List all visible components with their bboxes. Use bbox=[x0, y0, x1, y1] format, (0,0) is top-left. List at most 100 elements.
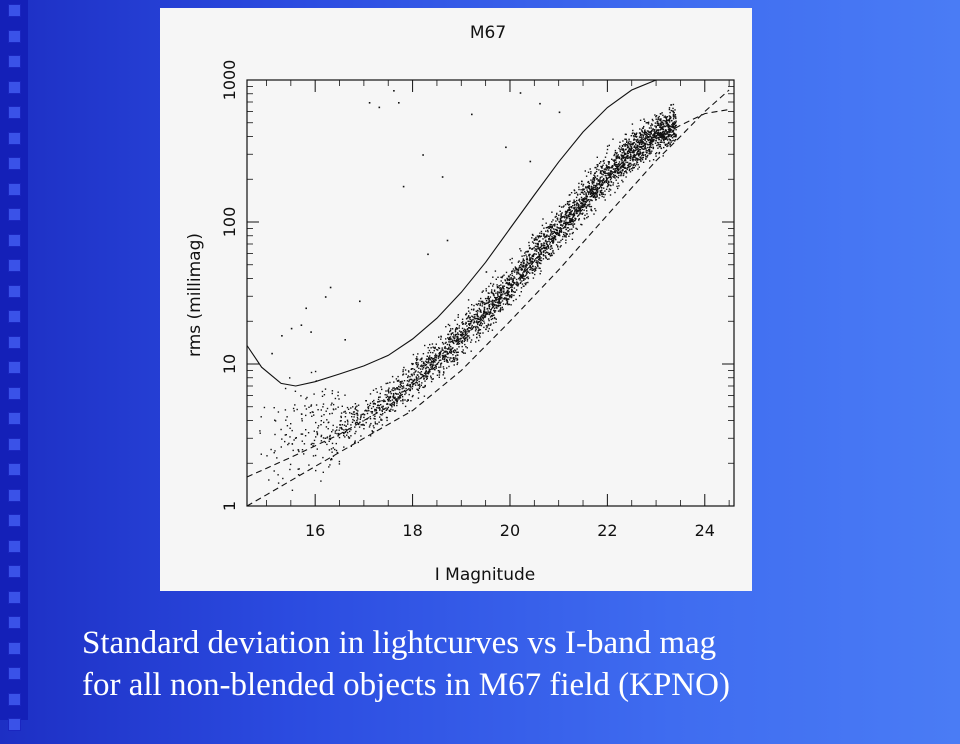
data-point bbox=[476, 320, 478, 322]
data-point bbox=[508, 287, 511, 290]
outlier-point bbox=[281, 335, 283, 337]
data-point bbox=[470, 339, 473, 341]
data-point bbox=[475, 313, 477, 316]
data-point bbox=[592, 187, 594, 190]
data-point bbox=[329, 413, 331, 415]
data-point bbox=[662, 114, 664, 116]
data-point bbox=[650, 144, 652, 146]
data-point bbox=[451, 328, 454, 330]
data-point bbox=[465, 312, 468, 315]
data-point bbox=[508, 294, 510, 296]
data-point bbox=[621, 179, 623, 182]
data-point bbox=[465, 322, 467, 325]
data-point bbox=[571, 214, 573, 216]
data-point bbox=[573, 223, 576, 225]
data-point bbox=[412, 368, 414, 370]
data-point bbox=[662, 126, 665, 128]
data-point bbox=[519, 282, 522, 284]
data-point bbox=[545, 239, 547, 241]
data-point bbox=[547, 247, 550, 249]
data-point bbox=[552, 249, 554, 252]
data-point bbox=[498, 291, 500, 293]
data-point bbox=[388, 398, 390, 400]
data-point bbox=[596, 164, 598, 166]
data-point bbox=[446, 353, 449, 355]
data-point bbox=[456, 359, 458, 361]
data-point bbox=[637, 141, 639, 143]
data-point bbox=[578, 214, 580, 216]
data-point bbox=[518, 265, 521, 267]
data-point bbox=[427, 361, 429, 363]
data-point bbox=[644, 154, 647, 156]
data-point bbox=[510, 276, 512, 279]
data-point bbox=[546, 247, 548, 249]
data-point bbox=[505, 282, 507, 285]
data-point bbox=[675, 129, 677, 131]
data-point bbox=[583, 193, 585, 195]
data-point bbox=[523, 278, 525, 280]
data-point bbox=[658, 152, 660, 155]
data-point bbox=[499, 309, 501, 311]
data-point bbox=[371, 430, 373, 432]
data-point bbox=[665, 116, 668, 118]
data-point bbox=[422, 353, 425, 355]
data-point bbox=[369, 424, 371, 426]
data-point bbox=[399, 388, 401, 391]
data-point bbox=[527, 277, 530, 280]
data-point bbox=[529, 272, 531, 274]
data-point bbox=[616, 167, 618, 170]
bullet-square bbox=[8, 692, 21, 706]
data-point bbox=[417, 353, 419, 355]
data-point bbox=[657, 122, 660, 125]
data-point bbox=[457, 335, 459, 338]
data-point bbox=[672, 110, 674, 112]
data-point bbox=[618, 147, 620, 149]
data-point bbox=[610, 170, 612, 172]
data-point bbox=[650, 146, 652, 149]
data-point bbox=[641, 127, 644, 129]
data-point bbox=[556, 230, 558, 232]
data-point bbox=[649, 151, 651, 153]
outlier-point bbox=[324, 296, 327, 298]
data-point bbox=[671, 140, 673, 142]
data-point bbox=[543, 254, 545, 257]
data-point bbox=[537, 243, 539, 245]
data-point bbox=[444, 354, 446, 356]
data-point bbox=[651, 140, 653, 143]
data-point bbox=[419, 365, 422, 367]
data-point bbox=[551, 247, 553, 249]
data-point bbox=[426, 375, 429, 378]
data-point bbox=[473, 326, 475, 328]
data-point bbox=[620, 174, 622, 176]
data-point bbox=[421, 366, 423, 368]
data-point bbox=[631, 169, 634, 172]
data-point bbox=[360, 435, 362, 437]
data-point bbox=[387, 395, 389, 398]
data-point bbox=[429, 362, 431, 364]
data-point bbox=[495, 306, 497, 308]
data-point bbox=[553, 236, 555, 239]
data-point bbox=[322, 403, 325, 405]
data-point bbox=[445, 326, 447, 328]
data-point bbox=[420, 358, 423, 360]
data-point bbox=[435, 366, 437, 368]
data-point bbox=[671, 124, 673, 126]
data-point bbox=[578, 188, 580, 191]
data-point bbox=[417, 363, 419, 366]
data-point bbox=[374, 418, 376, 420]
bullet-square bbox=[8, 310, 21, 323]
data-point bbox=[582, 201, 585, 203]
data-point bbox=[657, 134, 659, 136]
data-point bbox=[408, 379, 410, 381]
data-point bbox=[585, 207, 588, 209]
data-point bbox=[531, 261, 534, 263]
data-point bbox=[502, 308, 504, 310]
data-point bbox=[458, 325, 461, 327]
data-point bbox=[546, 241, 549, 243]
data-point bbox=[547, 226, 550, 228]
data-point bbox=[336, 429, 338, 431]
data-point bbox=[468, 323, 470, 325]
data-point bbox=[507, 291, 510, 293]
data-point bbox=[615, 170, 618, 172]
data-point bbox=[636, 159, 638, 162]
